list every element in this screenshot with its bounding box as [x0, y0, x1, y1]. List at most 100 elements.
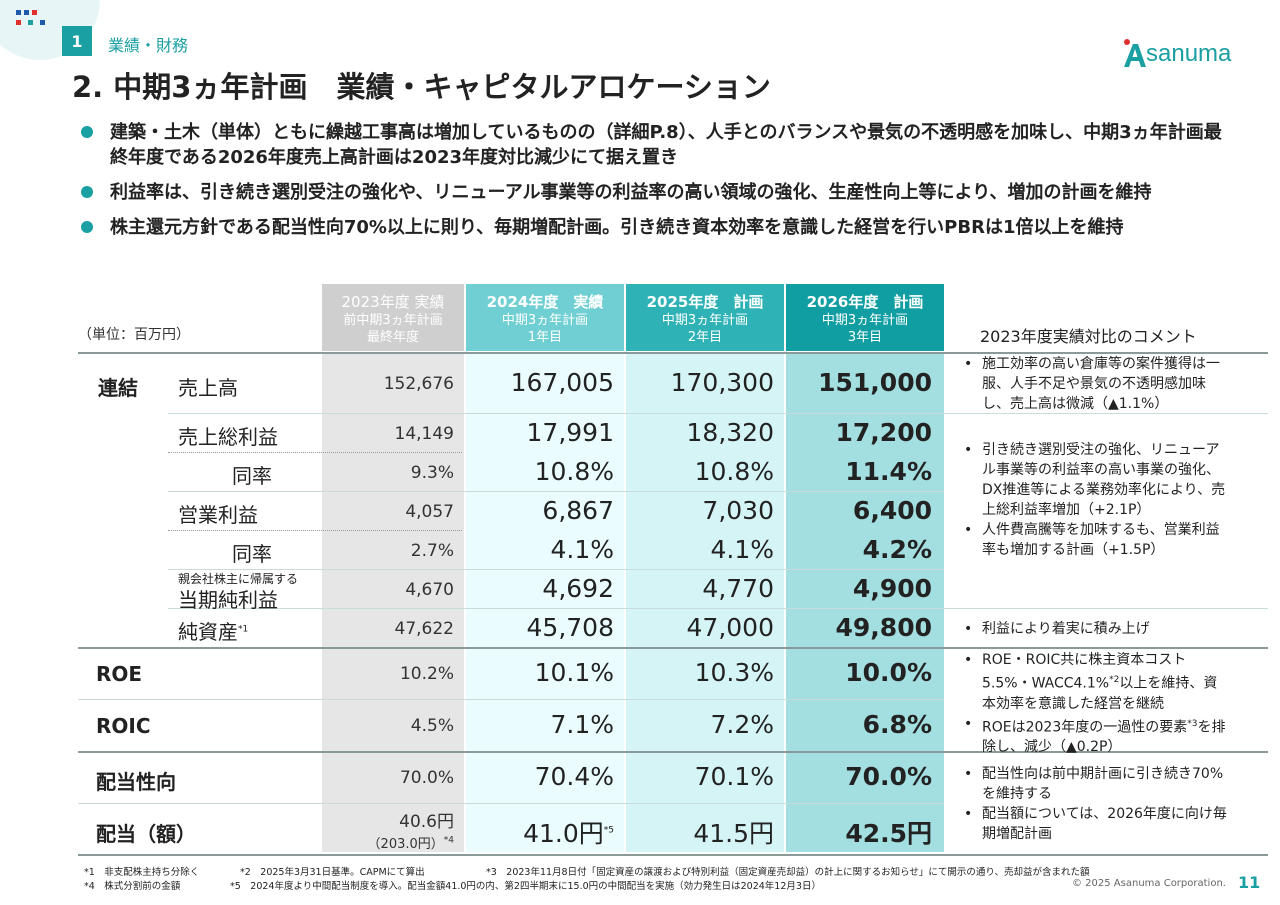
value-2024: 70.4%: [535, 762, 614, 791]
footnote-mark: *2: [1109, 675, 1119, 685]
header-sub: 中期3ヵ年計画: [626, 312, 784, 329]
value-2025: 10.8%: [695, 457, 774, 486]
value-2025: 4.1%: [710, 535, 774, 564]
value-2023: 10.2%: [400, 664, 454, 684]
row-label: 配当（額）: [96, 818, 196, 847]
value-2023: 40.6円: [399, 807, 454, 832]
header-main: 2024年度 実績: [466, 293, 624, 312]
summary-bullet: 建築・土木（単体）ともに繰越工事高は増加しているものの（詳細P.8）、人手とのバ…: [78, 120, 1228, 170]
header-main: 2023年度 実績: [322, 293, 464, 312]
footnote: *1 非支配株主持ち分除く: [84, 864, 199, 878]
comment-item: 施工効率の高い倉庫等の案件獲得は一服、人手不足や景気の不透明感加味し、売上高は微…: [962, 354, 1230, 414]
value-2025: 18,320: [687, 418, 774, 447]
value-2025: 7.2%: [710, 710, 774, 739]
footnote: *5 2024年度より中間配当制度を導入。配当金額41.0円の内、第2四半期末に…: [230, 878, 821, 892]
row-label: 売上総利益: [178, 421, 278, 450]
comment-item: 配当額については、2026年度に向け毎期増配計画: [962, 804, 1230, 844]
logo-text: sanuma: [1146, 40, 1231, 68]
comment-text: ROEは2023年度の一過性の要素: [982, 719, 1187, 735]
value-2023: 9.3%: [411, 463, 454, 483]
comment-dividend: 配当性向は前中期計画に引き続き70%を維持する 配当額については、2026年度に…: [962, 764, 1230, 844]
comment-roe-roic: ROE・ROIC共に株主資本コスト5.5%・WACC4.1%*2以上を維持、資本…: [962, 650, 1230, 757]
bullet-dot-icon: [81, 126, 93, 138]
value-2023: 70.0%: [400, 768, 454, 788]
header-2023: 2023年度 実績 前中期3ヵ年計画 最終年度: [322, 284, 464, 351]
footnote: *2 2025年3月31日基準。CAPMにて算出: [240, 864, 425, 878]
unit-label: （単位：百万円）: [78, 324, 190, 344]
row-net-income: 親会社株主に帰属する 当期純利益 4,670 4,692 4,770 4,900: [78, 569, 1268, 608]
value-2024: 4,692: [542, 574, 614, 603]
header-sub: 2年目: [626, 329, 784, 346]
row-label: 純資産*1: [178, 616, 248, 645]
bullet-text: 株主還元方針である配当性向70%以上に則り、毎期増配計画。引き続き資本効率を意識…: [110, 217, 1123, 238]
row-label: 同率: [232, 460, 272, 489]
value-2024: 10.8%: [535, 457, 614, 486]
section-number: 1: [62, 26, 92, 56]
header-sub: 最終年度: [322, 329, 464, 346]
value-text: 41.0円: [523, 819, 604, 848]
value-2024: 45,708: [527, 613, 614, 642]
value-2026: 4.2%: [863, 535, 932, 564]
row-label: 売上高: [178, 372, 238, 401]
value-2024: 7.1%: [550, 710, 614, 739]
value-2023: 4,057: [405, 502, 454, 522]
comment-net-assets: 利益により着実に積み上げ: [962, 619, 1230, 639]
comment-item: 引き続き選別受注の強化、リニューアル事業等の利益率の高い事業の強化、DX推進等に…: [962, 440, 1230, 520]
row-label: ROE: [96, 662, 142, 686]
comment-item: ROEは2023年度の一過性の要素*3を排除し、減少（▲0.2P）: [962, 714, 1230, 758]
value-2025: 10.3%: [695, 658, 774, 687]
comment-header: 2023年度実績対比のコメント: [980, 323, 1197, 347]
row-label: 同率: [232, 538, 272, 567]
page-title: 2. 中期3ヵ年計画 業績・キャピタルアロケーション: [72, 64, 771, 106]
summary-bullets: 建築・土木（単体）ともに繰越工事高は増加しているものの（詳細P.8）、人手とのバ…: [78, 120, 1228, 250]
asanuma-logo: sanuma: [1122, 38, 1244, 70]
value-2026: 49,800: [836, 613, 932, 642]
bullet-text: 利益率は、引き続き選別受注の強化や、リニューアル事業等の利益率の高い領域の強化、…: [110, 182, 1151, 203]
value-2024: 41.0円*5: [523, 814, 614, 850]
value-2024: 4.1%: [550, 535, 614, 564]
value-2023-presplit: （203.0円）*4: [368, 833, 454, 852]
footnote-mark: *1: [238, 624, 248, 634]
header-2026: 2026年度 計画 中期3ヵ年計画 3年目: [786, 284, 944, 351]
footnote-mark: *5: [604, 826, 614, 836]
value-2023: 4.5%: [411, 716, 454, 736]
value-2023: 14,149: [395, 424, 454, 444]
corner-decoration: [0, 0, 60, 45]
footnote-mark: *4: [444, 836, 454, 846]
row-label: 営業利益: [178, 499, 258, 528]
value-2026: 10.0%: [845, 658, 932, 687]
header-sub: 前中期3ヵ年計画: [322, 312, 464, 329]
header-2024: 2024年度 実績 中期3ヵ年計画 1年目: [466, 284, 624, 351]
value-2024: 10.1%: [535, 658, 614, 687]
header-sub: 中期3ヵ年計画: [786, 312, 944, 329]
bullet-dot-icon: [81, 221, 93, 233]
presplit-value: （203.0円）: [368, 837, 444, 852]
value-2023: 4,670: [405, 580, 454, 600]
value-2025: 47,000: [687, 613, 774, 642]
footnote-mark: *3: [1187, 719, 1197, 729]
summary-bullet: 株主還元方針である配当性向70%以上に則り、毎期増配計画。引き続き資本効率を意識…: [78, 215, 1228, 240]
table-rule: [78, 854, 1268, 856]
value-2023: 2.7%: [411, 541, 454, 561]
value-2026: 151,000: [818, 368, 932, 397]
row-label: 配当性向: [96, 766, 176, 795]
section-label: 業績・財務: [108, 32, 188, 56]
value-2024: 17,991: [527, 418, 614, 447]
value-2026: 17,200: [836, 418, 932, 447]
comment-item: 利益により着実に積み上げ: [962, 619, 1230, 639]
summary-bullet: 利益率は、引き続き選別受注の強化や、リニューアル事業等の利益率の高い領域の強化、…: [78, 180, 1228, 205]
comment-sales: 施工効率の高い倉庫等の案件獲得は一服、人手不足や景気の不透明感加味し、売上高は微…: [962, 354, 1230, 414]
header-main: 2026年度 計画: [786, 293, 944, 312]
value-2024: 6,867: [542, 496, 614, 525]
comment-item: ROE・ROIC共に株主資本コスト5.5%・WACC4.1%*2以上を維持、資本…: [962, 650, 1230, 714]
bullet-text: 建築・土木（単体）ともに繰越工事高は増加しているものの（詳細P.8）、人手とのバ…: [110, 122, 1222, 168]
value-2025: 170,300: [671, 368, 774, 397]
row-label: ROIC: [96, 714, 151, 738]
header-sub: 1年目: [466, 329, 624, 346]
header-sub: 中期3ヵ年計画: [466, 312, 624, 329]
value-2025: 41.5円: [693, 814, 774, 850]
value-2023: 47,622: [395, 619, 454, 639]
value-2026: 70.0%: [845, 762, 932, 791]
value-2024: 167,005: [511, 368, 614, 397]
page-number: 11: [1238, 873, 1260, 892]
